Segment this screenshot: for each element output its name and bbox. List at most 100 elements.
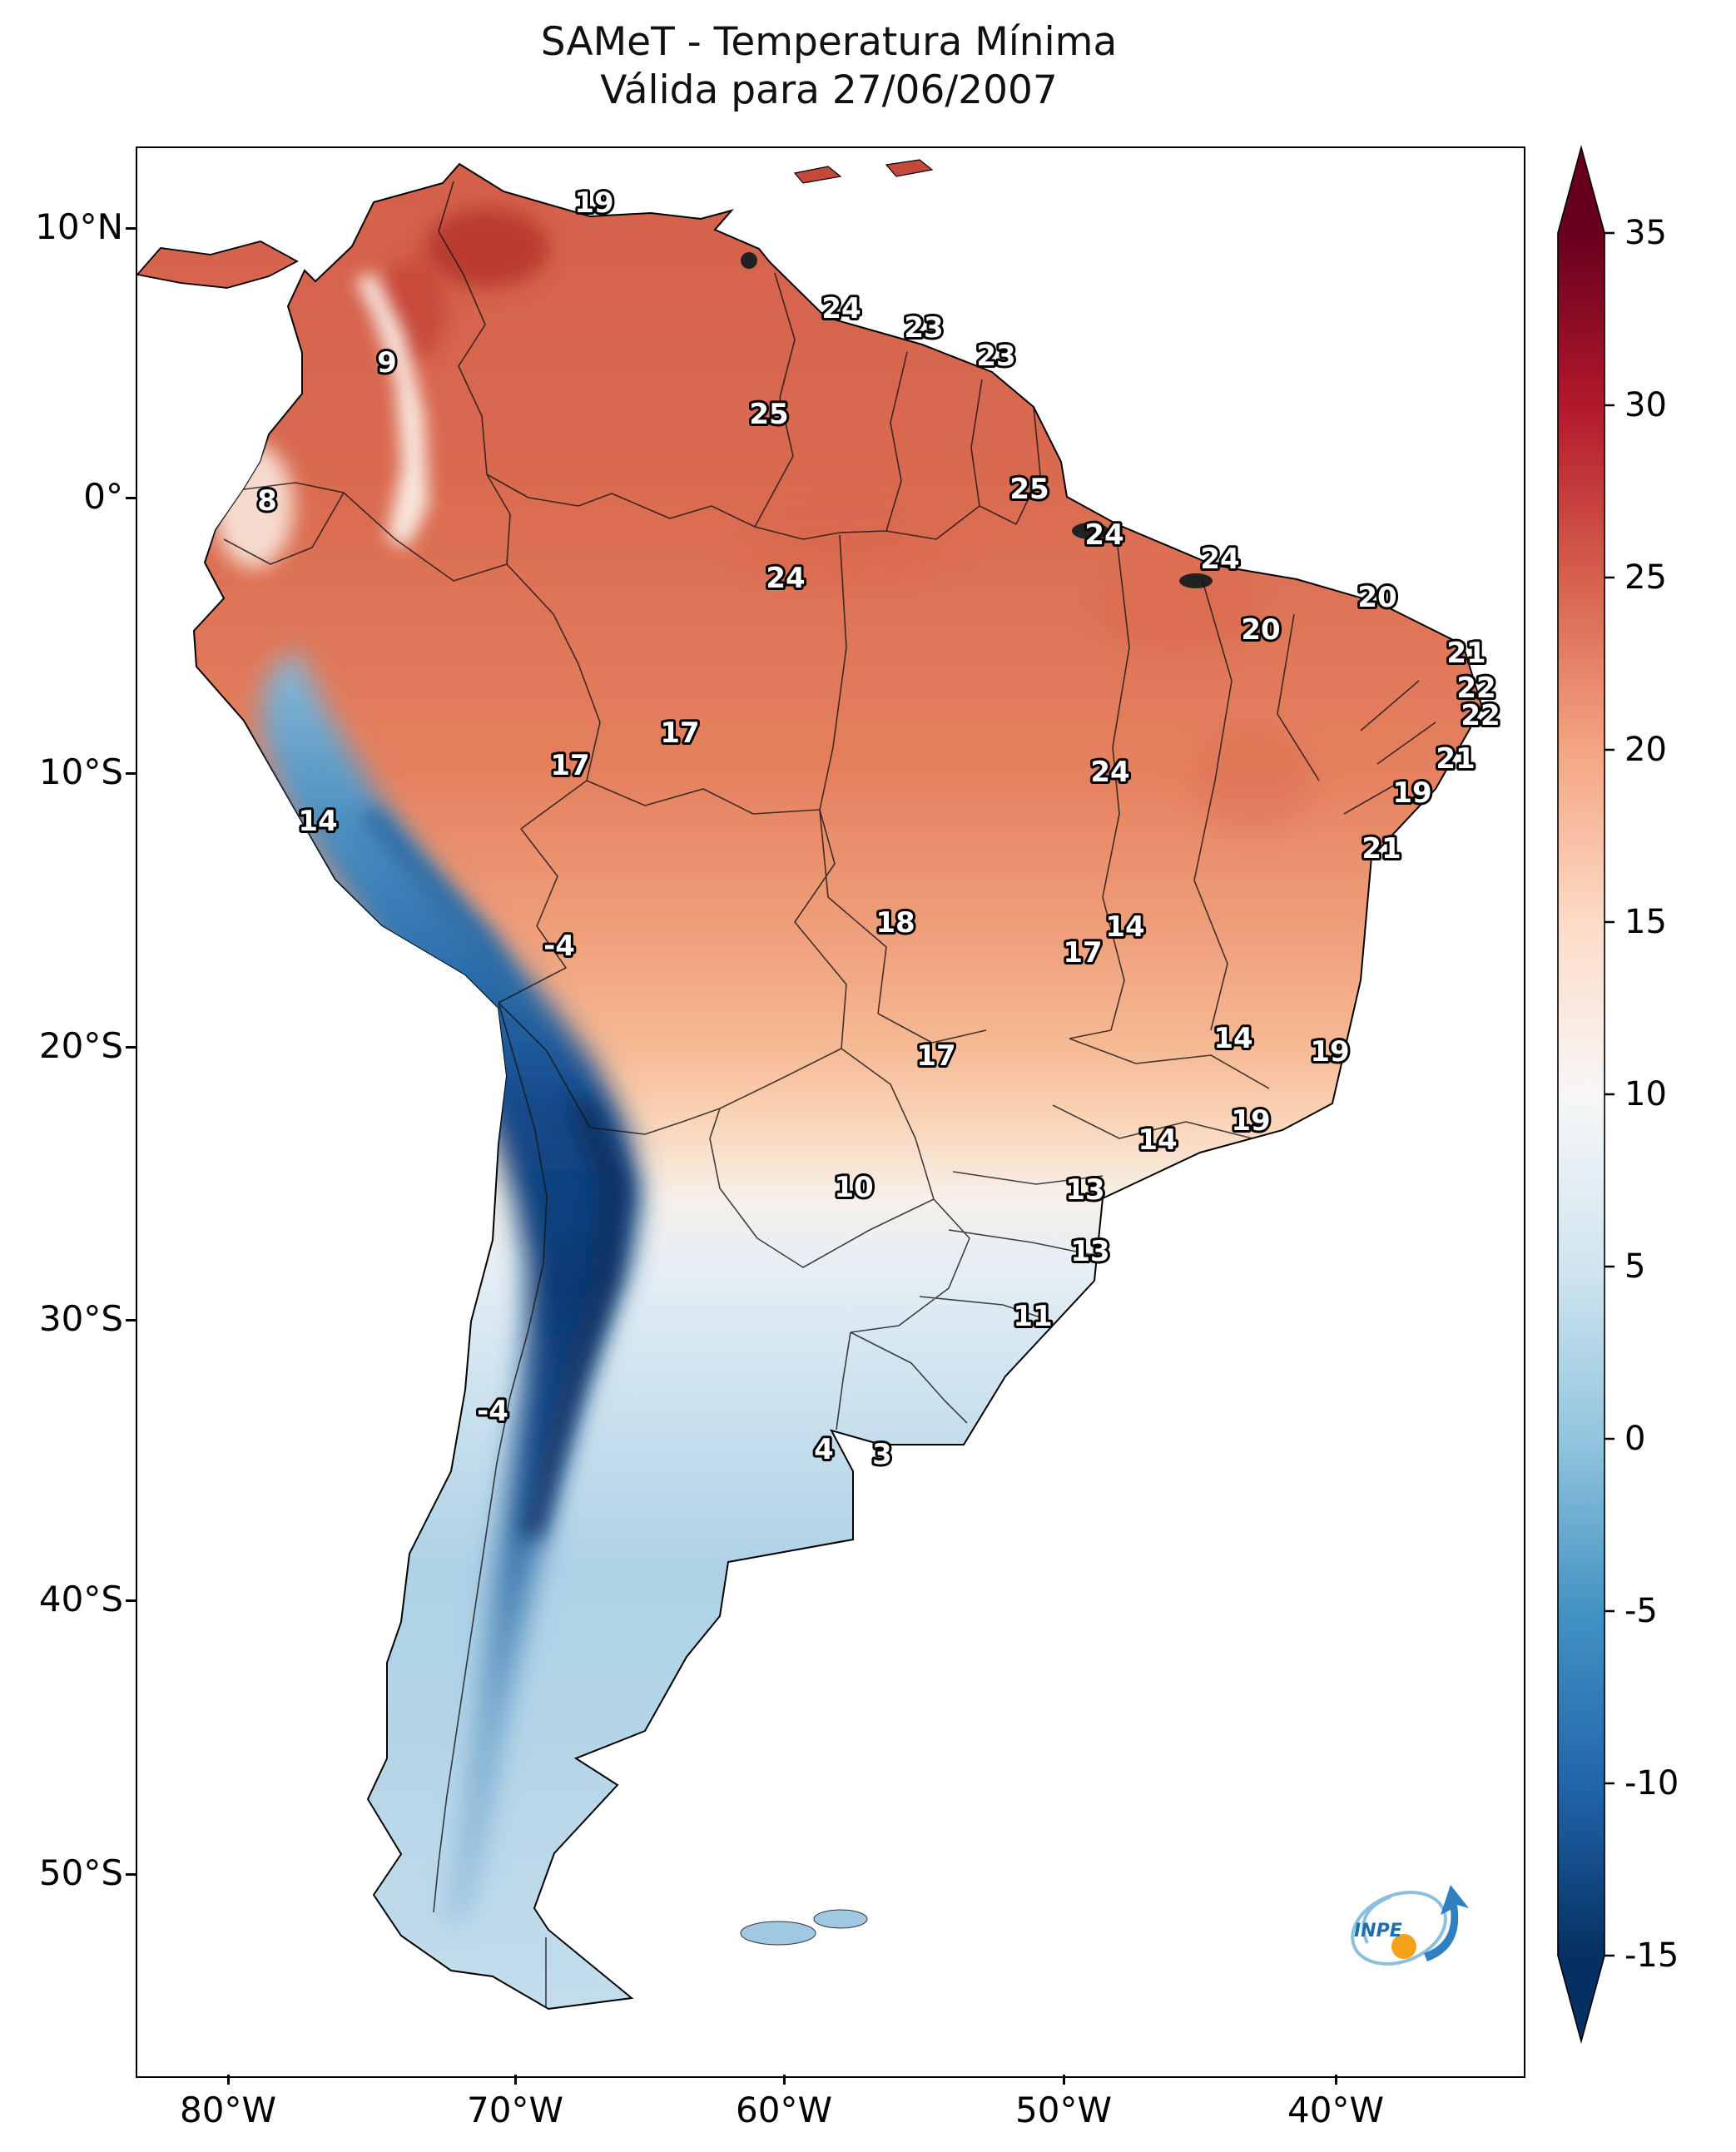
station-temp-label: 22 <box>1461 699 1500 732</box>
station-temp-label: 14 <box>298 805 337 838</box>
station-temp-label: 24 <box>766 562 805 595</box>
dark-spot-amazon-mouth <box>1072 523 1109 539</box>
colorbar-tick-label: -15 <box>1624 1936 1679 1975</box>
lon-tick-label: 60°W <box>736 2090 832 2130</box>
colorbar-ticks: 35 30 25 20 15 10 5 0 -5 -10 -15 <box>1605 214 1679 1975</box>
station-temp-label: 20 <box>1357 581 1396 614</box>
lat-tick-label: 30°S <box>38 1298 123 1339</box>
station-temp-label: 14 <box>1105 910 1144 944</box>
political-borders <box>223 181 1436 2009</box>
lat-tick-mark <box>126 771 136 775</box>
lon-tick-mark <box>513 2075 517 2085</box>
lat-tick-mark <box>126 496 136 499</box>
inpe-logo-orange-dot <box>1391 1934 1416 1959</box>
colorbar-tick-label: 15 <box>1624 903 1667 941</box>
lat-tick-label: 10°N <box>35 206 123 247</box>
station-temp-label: 21 <box>1436 742 1475 776</box>
lon-tick-label: 40°W <box>1287 2090 1384 2130</box>
andes-darkest-core <box>522 1097 630 1538</box>
station-temp-label: 10 <box>834 1171 873 1204</box>
title-line2: Válida para 27/06/2007 <box>600 67 1058 113</box>
station-temp-label: 13 <box>1065 1173 1104 1207</box>
station-temp-label: 19 <box>1231 1104 1270 1138</box>
station-temp-label: 17 <box>550 749 589 782</box>
colorbar-svg: 35 30 25 20 15 10 5 0 -5 -10 -15 <box>1557 144 1679 2045</box>
station-temp-label: 23 <box>904 311 943 345</box>
lat-tick-mark <box>126 226 136 230</box>
colorbar-tick-label: 0 <box>1624 1420 1645 1458</box>
colorbar-tick-label: 25 <box>1624 558 1667 597</box>
station-temp-label: 17 <box>660 717 699 750</box>
station-temp-label: 4 <box>814 1433 834 1466</box>
inpe-logo: INPE <box>1351 1885 1469 1966</box>
station-temp-label: 13 <box>1070 1235 1109 1268</box>
lat-tick-label: 20°S <box>38 1025 123 1066</box>
caribbean-islands <box>793 159 934 184</box>
station-temp-label: 21 <box>1446 637 1486 670</box>
cold-band-colombian-andes <box>355 273 429 548</box>
station-temp-label: 25 <box>749 398 788 431</box>
lat-tick-label: 50°S <box>38 1852 123 1893</box>
inpe-logo-arrow <box>1424 1885 1469 1961</box>
station-temp-label: 8 <box>257 484 277 518</box>
continent-landmass <box>192 162 1484 2011</box>
colorbar: 35 30 25 20 15 10 5 0 -5 -10 -15 <box>1548 83 1736 2097</box>
lat-tick-mark <box>126 1318 136 1321</box>
colorbar-tick-label: 30 <box>1624 386 1667 424</box>
lat-tick-mark <box>126 1872 136 1876</box>
station-temp-label: 24 <box>1084 518 1123 552</box>
warm-patch-amazon-1 <box>737 493 953 585</box>
hot-anomaly-colombia <box>424 208 549 288</box>
colorbar-tick-label: 5 <box>1624 1247 1645 1286</box>
colorbar-extend-min <box>1558 1956 1605 2041</box>
lat-tick-mark <box>126 1045 136 1049</box>
station-temp-label: 23 <box>976 340 1015 373</box>
station-temp-label: 14 <box>1213 1022 1252 1055</box>
station-temp-label: -4 <box>477 1395 508 1428</box>
station-temp-label: 20 <box>1241 613 1280 647</box>
station-temp-label: -4 <box>543 930 575 963</box>
lon-tick-label: 80°W <box>180 2090 276 2130</box>
colorbar-tick-label: -5 <box>1624 1592 1658 1630</box>
lon-tick-mark <box>782 2075 786 2085</box>
colorbar-extend-max <box>1558 147 1605 233</box>
map-plot-area: 19 24 23 23 25 9 8 25 24 24 24 20 20 21 22 22 21 19 17 17 24… <box>136 146 1525 2078</box>
lat-tick-label: 0° <box>83 476 123 517</box>
station-temp-label: 3 <box>872 1438 892 1471</box>
lon-tick-mark <box>1334 2075 1337 2085</box>
inpe-logo-text: INPE <box>1354 1921 1402 1941</box>
andes-core-peru <box>358 806 528 1014</box>
lon-tick-label: 50°W <box>1015 2090 1112 2130</box>
colorbar-tick-label: 35 <box>1624 214 1667 252</box>
station-temp-label: 24 <box>1200 543 1239 576</box>
colorbar-tick-label: 20 <box>1624 731 1667 769</box>
temperature-field-overlays <box>214 181 1436 2009</box>
chart-title: SAMeT - Temperatura Mínima Válida para 2… <box>136 18 1522 115</box>
dark-spot-orinoco <box>741 252 757 269</box>
station-temp-label: 9 <box>377 346 397 379</box>
lon-tick-mark <box>226 2075 230 2085</box>
colorbar-tick-label: -10 <box>1624 1764 1679 1802</box>
colorbar-tick-label: 10 <box>1624 1075 1667 1113</box>
station-temp-label: 21 <box>1362 832 1401 865</box>
panama-landmass <box>137 240 299 289</box>
southern-islands <box>740 1909 868 1946</box>
station-temp-label: 18 <box>875 906 915 940</box>
lat-tick-mark <box>126 1599 136 1602</box>
warm-patch-amazon-2 <box>1099 574 1257 654</box>
station-temp-label: 19 <box>574 186 613 220</box>
station-temp-label: 22 <box>1456 672 1495 705</box>
station-temp-label: 17 <box>1063 936 1102 969</box>
station-temp-label: 25 <box>1009 473 1049 506</box>
lat-tick-label: 40°S <box>38 1579 123 1619</box>
station-temp-label: 11 <box>1013 1300 1052 1333</box>
cool-coast-ecuador <box>214 444 294 568</box>
colorbar-gradient-body <box>1558 233 1605 1956</box>
station-temp-label: 24 <box>1090 756 1129 789</box>
station-temp-label: 17 <box>916 1039 955 1073</box>
station-temp-label: 14 <box>1138 1123 1177 1157</box>
lon-tick-mark <box>1062 2075 1065 2085</box>
